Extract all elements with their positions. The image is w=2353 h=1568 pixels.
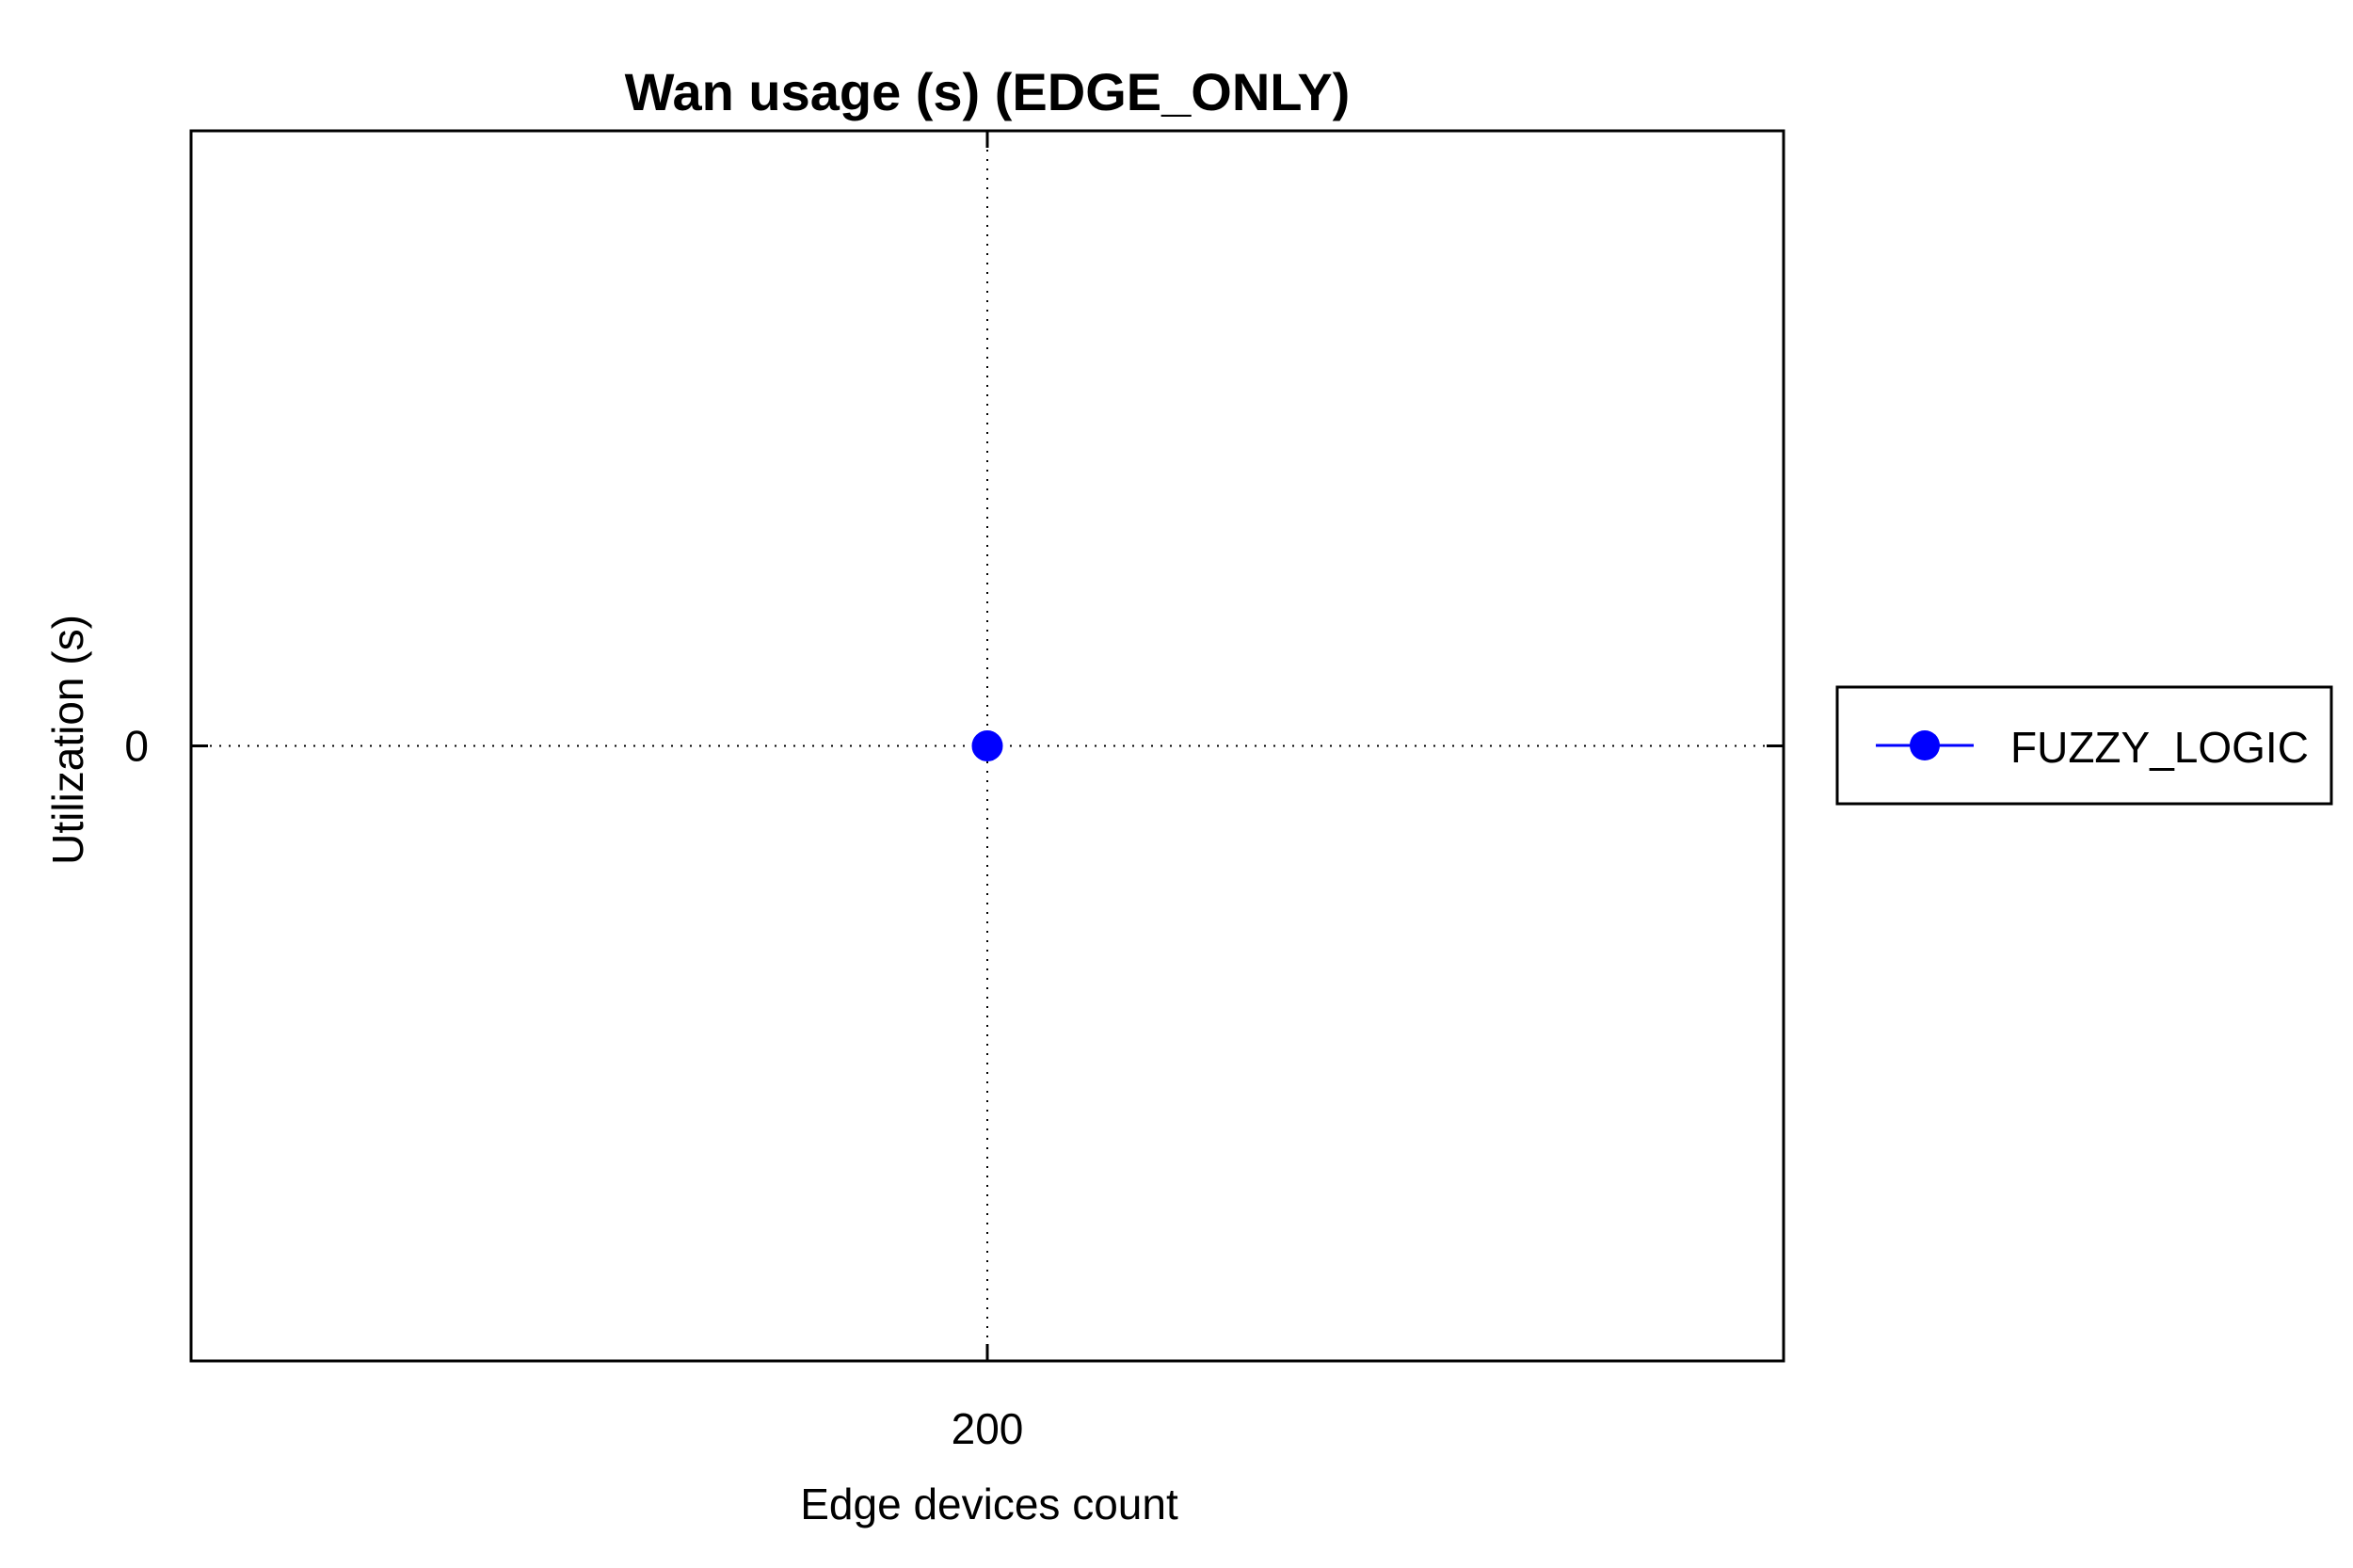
data-point — [971, 730, 1003, 761]
legend: FUZZY_LOGIC — [1835, 685, 2333, 806]
legend-marker-sample — [1910, 730, 1940, 760]
x-tick-labels: 200 — [952, 1404, 1024, 1453]
grid-layer — [191, 131, 1784, 1361]
series-layer — [971, 730, 1003, 761]
tick-marks-layer — [191, 131, 1784, 1361]
legend-label: FUZZY_LOGIC — [2010, 723, 2309, 772]
x-axis-label: Edge devices count — [800, 1480, 1178, 1528]
y-tick-label: 0 — [124, 722, 149, 771]
y-axis-label: Utilization (s) — [43, 615, 92, 865]
y-tick-labels: 0 — [124, 722, 149, 771]
chart-title: Wan usage (s) (EDGE_ONLY) — [625, 62, 1351, 121]
x-tick-label: 200 — [952, 1404, 1024, 1453]
